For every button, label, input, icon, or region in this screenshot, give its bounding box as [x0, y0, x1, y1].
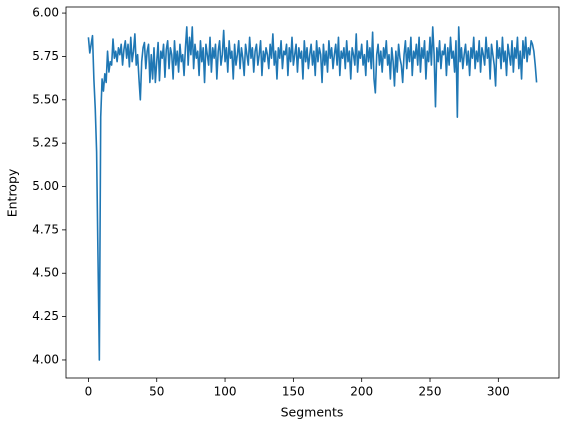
y-tick-label: 4.75: [32, 222, 59, 236]
y-axis-label: Entropy: [5, 168, 20, 217]
y-tick-label: 4.25: [32, 309, 59, 323]
x-tick-label: 300: [487, 385, 510, 399]
y-tick-label: 4.50: [32, 266, 59, 280]
x-tick-label: 0: [85, 385, 93, 399]
y-tick-label: 4.00: [32, 352, 59, 366]
x-axis-label: Segments: [281, 405, 344, 420]
data-line: [87, 26, 538, 361]
x-tick-label: 50: [149, 385, 164, 399]
y-tick-label: 5.75: [32, 49, 59, 63]
x-tick-label: 250: [419, 385, 442, 399]
y-tick-label: 5.25: [32, 136, 59, 150]
plot-frame: [65, 6, 560, 379]
y-tick-label: 5.50: [32, 92, 59, 106]
y-tick-label: 5.00: [32, 179, 59, 193]
y-tick-label: 6.00: [32, 6, 59, 20]
x-tick-label: 150: [282, 385, 305, 399]
x-tick-label: 100: [214, 385, 237, 399]
x-tick-label: 200: [350, 385, 373, 399]
